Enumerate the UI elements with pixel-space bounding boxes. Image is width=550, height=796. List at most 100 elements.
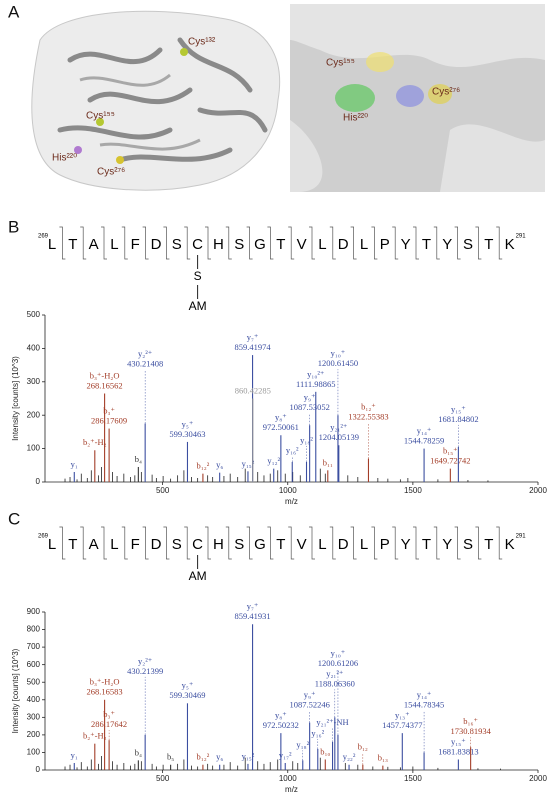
- y-tick-label: 100: [27, 444, 41, 453]
- residue: K: [505, 536, 515, 553]
- y-tick-label: 500: [27, 310, 41, 319]
- mz-label: 1681.84802: [438, 414, 478, 424]
- residue: P: [380, 236, 390, 253]
- residue: F: [131, 536, 140, 553]
- ion-label: b₁₂²: [197, 461, 210, 471]
- ion-label: y₂₁²⁺: [330, 422, 348, 432]
- y-axis-label: Intensity [counts] (10^3): [11, 648, 20, 733]
- cleavage-mark: [329, 526, 336, 560]
- y-tick-label: 900: [27, 607, 41, 616]
- ion-label: y₁₀⁺: [331, 648, 346, 658]
- cleavage-mark: [475, 226, 482, 260]
- ion-label: y₁: [71, 459, 78, 469]
- residue: D: [151, 536, 162, 553]
- cleavage-mark: [142, 526, 149, 560]
- cleavage-mark: [371, 526, 378, 560]
- residue: L: [110, 236, 118, 253]
- residue: S: [234, 236, 244, 253]
- mz-label: 1200.61206: [318, 658, 358, 668]
- ion-label: y₈⁺: [275, 412, 287, 422]
- residue: C: [192, 536, 203, 553]
- y-axis-label: Intensity [counts] (10^3): [11, 356, 20, 441]
- ion-label: y₁₀⁺: [331, 348, 346, 358]
- residue: S: [172, 536, 182, 553]
- residue: T: [422, 236, 431, 253]
- ion-label: y₁: [71, 750, 78, 760]
- ion-label: y₁₇²: [279, 750, 292, 760]
- ion-label: b₃⁺: [103, 709, 115, 719]
- residue: Y: [442, 536, 452, 553]
- residue: L: [360, 236, 368, 253]
- cleavage-mark: [329, 226, 336, 260]
- mz-label: 1544.78259: [404, 436, 444, 446]
- ion-label: y₉⁺: [304, 392, 316, 402]
- mz-label: 972.50232: [263, 720, 299, 730]
- ion-label: y₅⁺: [182, 419, 194, 429]
- x-tick-label: 1000: [279, 486, 297, 495]
- y-tick-label: 200: [27, 730, 41, 739]
- residue: L: [48, 236, 56, 253]
- residue: G: [254, 536, 266, 553]
- residue: T: [68, 536, 77, 553]
- ion-label: y₁₆²: [311, 728, 324, 738]
- residue: T: [68, 236, 77, 253]
- mz-label: 599.30463: [169, 429, 205, 439]
- residue-label: Cys²⁷⁶: [432, 87, 460, 98]
- mz-label: 1111.98865: [296, 379, 335, 389]
- y-tick-label: 400: [27, 344, 41, 353]
- residue: F: [131, 236, 140, 253]
- mz-label: 1457.74377: [382, 720, 422, 730]
- y-tick-label: 400: [27, 695, 41, 704]
- residue: D: [151, 236, 162, 253]
- residue: T: [276, 536, 285, 553]
- ion-label: y₅⁺: [182, 680, 194, 690]
- y-tick-label: 600: [27, 660, 41, 669]
- cleavage-mark: [205, 526, 211, 560]
- ion-label: b₁₂⁺: [361, 402, 376, 412]
- cleavage-mark: [350, 526, 357, 560]
- ion-label: b₁₁: [323, 457, 333, 467]
- cleavage-mark: [101, 526, 107, 560]
- cleavage-mark: [413, 226, 419, 260]
- cleavage-mark: [496, 226, 503, 260]
- x-axis-label: m/z: [285, 785, 298, 794]
- residue: Y: [442, 236, 452, 253]
- modification: AM: [189, 569, 207, 583]
- ion-label: b₅: [167, 752, 174, 762]
- x-tick-label: 1000: [279, 774, 297, 783]
- cleavage-mark: [309, 526, 315, 560]
- ion-label: y₈⁺: [275, 710, 287, 720]
- y-tick-label: 100: [27, 748, 41, 757]
- cleavage-mark: [205, 226, 211, 260]
- residue: L: [318, 236, 326, 253]
- cleavage-mark: [184, 226, 191, 260]
- cleavage-mark: [413, 526, 419, 560]
- mz-label: 1681.83813: [438, 746, 478, 756]
- ion-label: b₁₅⁺: [443, 446, 458, 456]
- y-tick-label: 0: [36, 477, 41, 486]
- ion-label: b₁₂: [358, 742, 368, 752]
- residue-label: Cys¹³²: [188, 37, 216, 48]
- x-tick-label: 2000: [529, 774, 547, 783]
- mz-label: 859.41974: [235, 342, 272, 352]
- ion-label: b₁₆⁺: [463, 716, 478, 726]
- cleavage-mark: [59, 226, 66, 260]
- residue: T: [484, 236, 493, 253]
- cleavage-mark: [496, 526, 503, 560]
- cleavage-mark: [246, 226, 253, 260]
- cleavage-mark: [371, 226, 378, 260]
- residue: Y: [401, 236, 411, 253]
- cleavage-mark: [392, 526, 399, 560]
- cleavage-mark: [59, 526, 66, 560]
- mz-label: 599.30469: [169, 690, 205, 700]
- residue: D: [338, 536, 349, 553]
- mz-label: 286.17642: [91, 719, 127, 729]
- cleavage-mark: [433, 526, 440, 560]
- cleavage-mark: [288, 526, 295, 560]
- residue: L: [318, 536, 326, 553]
- residue-label: His²²⁰: [52, 153, 77, 164]
- residue: S: [463, 536, 473, 553]
- modification: S: [194, 269, 202, 283]
- cleavage-mark: [454, 226, 461, 260]
- mz-label: 268.16562: [87, 380, 123, 390]
